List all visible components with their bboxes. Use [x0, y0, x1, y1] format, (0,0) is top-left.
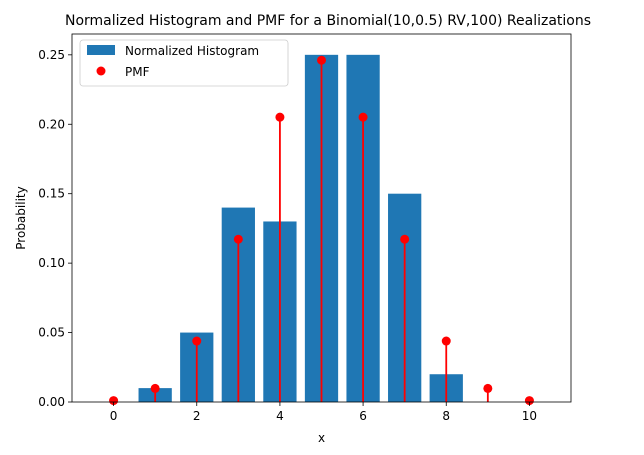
- stems-layer: [109, 55, 534, 406]
- legend: Normalized Histogram PMF: [79, 39, 289, 87]
- x-tick-label: 2: [193, 409, 201, 423]
- plot-frame: [71, 33, 572, 403]
- x-axis-label: x: [318, 431, 325, 445]
- bars-layer: [138, 54, 463, 402]
- chart-title: Normalized Histogram and PMF for a Binom…: [65, 13, 591, 29]
- pmf-marker: [358, 112, 368, 122]
- y-tick-label: 0.25: [38, 48, 65, 62]
- pmf-marker: [524, 396, 534, 406]
- y-tick-label: 0.20: [38, 117, 65, 131]
- pmf-marker: [109, 396, 119, 406]
- y-axis: 0.00 0.05 0.10 0.15 0.20 0.25: [38, 48, 72, 409]
- y-tick-label: 0.10: [38, 256, 65, 270]
- x-tick-label: 4: [276, 409, 284, 423]
- pmf-marker: [483, 383, 493, 393]
- y-tick-label: 0.05: [38, 326, 65, 340]
- pmf-marker: [441, 336, 451, 346]
- pmf-marker: [192, 336, 202, 346]
- y-tick-label: 0.00: [38, 395, 65, 409]
- pmf-marker: [150, 383, 160, 393]
- pmf-marker: [233, 234, 243, 244]
- legend-label-histogram: Normalized Histogram: [125, 44, 259, 58]
- pmf-marker: [317, 55, 326, 65]
- legend-label-pmf: PMF: [125, 65, 150, 79]
- x-tick-label: 10: [522, 409, 537, 423]
- pmf-marker: [400, 234, 410, 244]
- x-axis: 0 2 4 6 8 10: [110, 402, 537, 423]
- y-axis-label: Probability: [14, 186, 28, 249]
- y-tick-label: 0.15: [38, 187, 65, 201]
- pmf-marker: [275, 112, 285, 122]
- legend-swatch-histogram: [87, 45, 115, 55]
- legend-box: [79, 39, 289, 87]
- legend-swatch-pmf: [96, 66, 106, 76]
- x-tick-label: 8: [442, 409, 450, 423]
- x-tick-label: 0: [110, 409, 118, 423]
- x-tick-label: 6: [359, 409, 367, 423]
